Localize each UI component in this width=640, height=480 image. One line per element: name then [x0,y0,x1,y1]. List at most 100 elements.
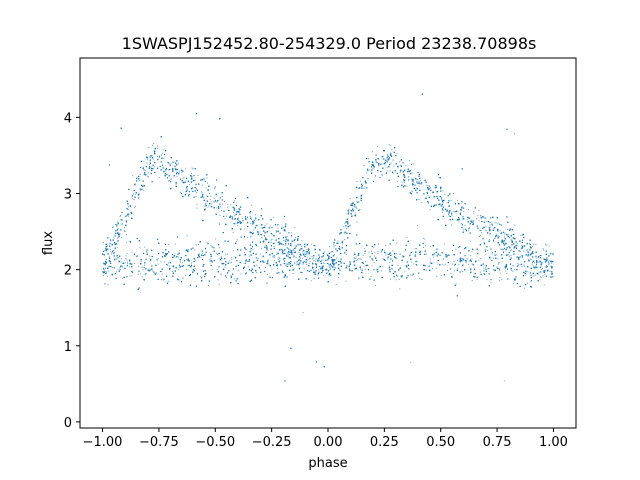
data-point [286,236,288,238]
data-point [256,264,258,266]
data-point [334,254,336,256]
data-point [313,260,315,262]
data-point [542,248,544,250]
data-point [436,275,438,277]
data-point [304,260,306,262]
data-point [421,183,423,185]
data-point [234,256,236,258]
data-point [309,261,311,263]
data-point [219,247,221,249]
data-point [504,236,506,238]
data-point [348,208,350,210]
data-point [170,262,172,264]
data-point [335,284,337,286]
data-point [462,229,464,231]
data-point [243,252,245,254]
data-point [406,237,408,239]
data-point [251,268,253,270]
data-point [151,166,153,168]
data-point [156,273,158,275]
data-point [441,263,443,265]
data-point [168,265,170,267]
data-point [302,263,304,265]
data-point [339,233,341,235]
data-point [208,204,210,206]
data-point [334,263,336,265]
data-point [486,221,488,223]
data-point [248,255,250,257]
data-point [442,190,444,192]
data-point [491,252,493,254]
data-point [507,233,509,235]
data-point [294,227,296,229]
data-point [235,209,237,211]
data-point [203,197,205,199]
data-point [344,223,346,225]
data-point [168,262,170,264]
data-point [417,224,419,226]
data-point [315,258,317,260]
data-point [295,256,297,258]
data-point [359,258,361,260]
data-point [427,189,429,191]
data-point [312,257,314,259]
data-point [415,255,417,257]
data-point [133,207,135,209]
data-point [237,217,239,219]
data-point [321,259,323,261]
data-point [307,259,309,261]
data-point [534,274,536,276]
data-point [244,228,246,230]
data-point [533,275,535,277]
data-point [480,232,482,234]
data-point [444,243,446,245]
data-point [536,262,538,264]
data-point [141,266,143,268]
data-point [364,248,366,250]
data-point [110,253,112,255]
data-point [365,261,367,263]
data-point [140,261,142,263]
data-point [353,206,355,208]
data-point [302,252,304,254]
data-point [139,173,141,175]
data-point [540,263,542,265]
data-point [258,231,260,233]
data-point [135,205,137,207]
data-point [254,220,256,222]
data-point [373,246,375,248]
data-point [116,246,118,248]
data-point [195,188,197,190]
data-point [390,162,392,164]
data-point [493,238,495,240]
data-point [140,259,142,261]
data-point [489,221,491,223]
data-point [133,199,135,201]
data-point [110,250,112,252]
data-point [293,250,295,252]
data-point [107,284,109,286]
data-point [466,258,468,260]
data-point [419,172,421,174]
data-point [220,274,222,276]
data-point [129,204,131,206]
data-point [132,175,134,177]
data-point [378,267,380,269]
data-point [128,214,130,216]
data-point [279,257,281,259]
data-point [306,249,308,251]
data-point [322,262,324,264]
data-point [526,251,528,253]
data-point [111,273,113,275]
data-point [407,176,409,178]
data-point [456,199,458,201]
data-point [330,252,332,254]
data-point [441,206,443,208]
data-point [104,272,106,274]
data-point [105,271,107,273]
data-point [314,245,316,247]
data-point [141,276,143,278]
data-point [345,280,347,282]
data-point [271,268,273,270]
data-point [232,250,234,252]
